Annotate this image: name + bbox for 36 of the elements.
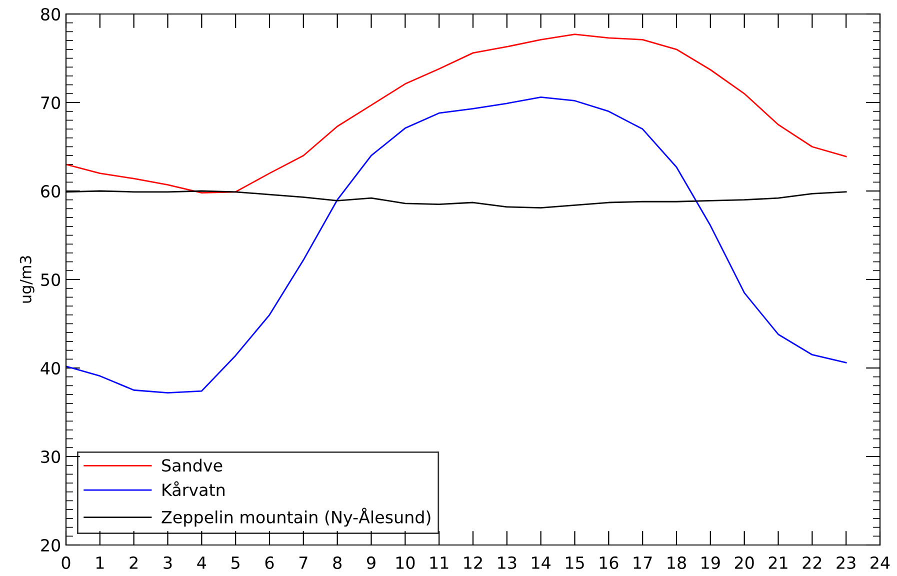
x-tick-label: 19	[702, 556, 720, 570]
x-tick-label: 15	[566, 556, 584, 570]
x-tick-label: 7	[299, 556, 308, 569]
x-tick-label: 20	[734, 556, 754, 570]
y-tick-label: 70	[41, 96, 60, 110]
x-tick-label: 1	[96, 556, 104, 569]
x-tick-label: 9	[366, 556, 376, 570]
x-tick-label: 6	[265, 556, 274, 570]
x-tick-label: 18	[668, 556, 686, 570]
x-tick-label: 10	[396, 556, 415, 570]
y-axis-title: ug/m3	[20, 256, 34, 303]
y-tick-label: 80	[41, 8, 60, 21]
x-tick-label: 13	[498, 556, 516, 570]
x-tick-label: 4	[197, 556, 206, 569]
x-tick-label: 17	[634, 556, 652, 569]
x-tick-label: 5	[232, 556, 240, 570]
legend-label: Sandve	[162, 458, 222, 472]
x-tick-label: 23	[836, 556, 856, 570]
legend-label: Zeppelin mountain (Ny-Ålesund)	[162, 508, 430, 527]
x-tick-label: 0	[62, 556, 70, 570]
x-tick-label: 12	[464, 556, 482, 569]
x-tick-label: 3	[164, 556, 172, 570]
x-tick-label: 24	[870, 556, 890, 569]
x-tick-label: 2	[130, 556, 138, 569]
y-tick-label: 40	[40, 362, 60, 375]
y-tick-label: 50	[41, 273, 60, 286]
y-tick-label: 60	[41, 184, 60, 198]
y-tick-label: 20	[41, 538, 60, 552]
x-tick-label: 8	[333, 556, 342, 570]
x-tick-label: 22	[802, 556, 822, 569]
x-tick-label: 11	[430, 556, 448, 569]
x-tick-label: 14	[532, 556, 550, 569]
x-tick-label: 16	[600, 556, 618, 570]
legend-label: Kårvatn	[162, 481, 224, 496]
y-tick-label: 30	[41, 450, 60, 464]
x-tick-label: 21	[768, 556, 788, 569]
